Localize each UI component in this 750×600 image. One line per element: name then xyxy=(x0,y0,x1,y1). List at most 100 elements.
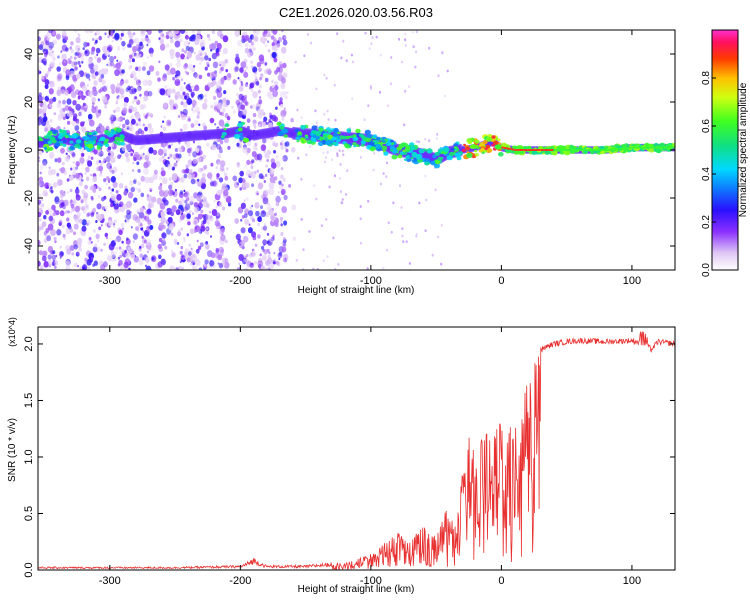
spectrogram-noise-mark xyxy=(215,247,219,253)
spectrogram-ridge-core xyxy=(524,149,528,151)
y-tick-label: 1.0 xyxy=(23,449,35,464)
spectrogram-noise-mark xyxy=(253,260,257,265)
spectrogram-noise-mark xyxy=(424,174,427,178)
spectrogram-noise-mark xyxy=(209,260,215,267)
spectrogram-noise-mark xyxy=(181,145,185,150)
spectrogram-noise-mark xyxy=(345,59,348,63)
spectrogram-noise-mark xyxy=(71,152,76,158)
spectrogram-noise-mark xyxy=(43,238,48,244)
spectrogram-noise-mark xyxy=(333,83,336,87)
spectrogram-noise-mark xyxy=(90,212,95,217)
spectrogram-noise-mark xyxy=(283,194,288,201)
spectrogram-noise-mark xyxy=(127,30,131,36)
spectrogram-noise-mark xyxy=(94,32,97,36)
spectrogram-noise-mark xyxy=(415,50,418,54)
spectrogram-noise-mark xyxy=(104,232,109,238)
spectrogram-noise-mark xyxy=(204,66,208,71)
spectrogram-noise-mark xyxy=(127,246,130,250)
spectrogram-noise-mark xyxy=(91,105,95,109)
spectrogram-ridge-mark xyxy=(405,155,410,159)
spectrogram-noise-mark xyxy=(160,170,166,177)
spectrogram-noise-mark xyxy=(213,199,216,203)
spectrogram-noise-mark xyxy=(175,70,181,77)
spectrogram-noise-mark xyxy=(220,160,226,168)
spectrogram-noise-mark xyxy=(220,66,225,72)
spectrogram-ridge-mark xyxy=(282,128,289,134)
spectrogram-noise-mark xyxy=(104,49,110,57)
spectrogram-noise-mark xyxy=(143,90,150,97)
spectrogram-noise-mark xyxy=(161,155,165,159)
spectrogram-ridge-core xyxy=(522,149,525,151)
spectrogram-ridge-core xyxy=(517,149,520,151)
spectrogram-noise-mark xyxy=(215,205,218,209)
x-tick-label: 100 xyxy=(623,575,641,587)
spectrogram-ridge-mark xyxy=(497,142,501,145)
spectrogram-noise-mark xyxy=(158,176,162,181)
spectrogram-noise-mark xyxy=(83,41,88,48)
spectrogram-noise-mark xyxy=(92,73,96,76)
spectrogram-noise-mark xyxy=(168,189,174,197)
spectrogram-noise-mark xyxy=(184,193,189,199)
spectrogram-noise-mark xyxy=(94,55,97,60)
colorbar-tick-label: 0.4 xyxy=(701,167,712,181)
spectrogram-noise-mark xyxy=(70,41,74,46)
spectrogram-noise-mark xyxy=(57,55,60,59)
spectrogram-noise-mark xyxy=(218,202,223,207)
spectrogram-noise-mark xyxy=(282,258,286,262)
spectrogram-noise-mark xyxy=(218,119,225,127)
spectrogram-noise-mark xyxy=(138,188,141,193)
spectrogram-noise-mark xyxy=(46,99,49,102)
spectrogram-noise-mark xyxy=(240,82,244,87)
spectrogram-noise-mark xyxy=(110,83,116,91)
spectrogram-noise-mark xyxy=(102,85,107,92)
spectrogram-ridge-mark xyxy=(53,131,57,134)
spectrogram-noise-mark xyxy=(187,152,192,157)
spectrogram-noise-mark xyxy=(158,60,161,64)
spectrogram-noise-mark xyxy=(79,121,85,127)
spectrogram-noise-mark xyxy=(446,69,449,73)
spectrogram-noise-mark xyxy=(151,256,155,261)
spectrogram-noise-mark xyxy=(408,85,411,89)
spectrogram-noise-mark xyxy=(97,98,100,102)
spectrogram-ridge-mark xyxy=(531,150,537,155)
spectrogram-noise-mark xyxy=(74,30,78,33)
spectrogram-noise-mark xyxy=(95,30,101,36)
spectrogram-ridge-mark xyxy=(497,138,501,142)
y-tick-label: 0.0 xyxy=(23,562,35,577)
spectrogram-noise-mark xyxy=(253,36,259,42)
spectrogram-noise-mark xyxy=(224,58,229,64)
spectrogram-noise-mark xyxy=(248,44,255,52)
spectrogram-noise-mark xyxy=(90,241,93,244)
spectrogram-noise-mark xyxy=(134,76,138,81)
spectrogram-noise-mark xyxy=(39,165,44,170)
spectrogram-noise-mark xyxy=(367,199,370,203)
spectrogram-noise-mark xyxy=(198,74,203,80)
spectrogram-noise-mark xyxy=(100,248,103,252)
spectrogram-ridge-mark xyxy=(300,137,305,142)
spectrogram-noise-mark xyxy=(153,169,158,175)
spectrogram-noise-mark xyxy=(121,78,124,82)
spectrogram-ridge-mark xyxy=(453,146,458,150)
spectrogram-noise-mark xyxy=(204,55,209,61)
spectrogram-noise-mark xyxy=(40,113,45,119)
spectrogram-noise-mark xyxy=(139,53,142,57)
spectrogram-noise-mark xyxy=(130,70,137,78)
spectrogram-noise-mark xyxy=(46,120,49,125)
spectrogram-noise-mark xyxy=(243,258,247,263)
spectrogram-noise-mark xyxy=(210,49,213,52)
spectrogram-ridge-core xyxy=(603,149,606,151)
spectrogram-ridge-mark xyxy=(237,122,244,128)
spectrogram-noise-mark xyxy=(359,241,362,245)
spectrogram-noise-mark xyxy=(213,101,218,107)
spectrogram-noise-mark xyxy=(38,69,41,75)
spectrogram-noise-mark xyxy=(106,162,112,170)
spectrogram-noise-mark xyxy=(266,158,270,163)
spectrogram-noise-mark xyxy=(91,197,94,201)
spectrogram-noise-mark xyxy=(189,210,192,214)
spectrogram-noise-mark xyxy=(164,153,167,157)
spectrogram-ridge-core xyxy=(650,146,653,149)
spectrogram-ridge-mark xyxy=(405,145,410,150)
spectrogram-noise-mark xyxy=(352,60,355,64)
spectrogram-noise-mark xyxy=(342,39,345,43)
spectrogram-noise-mark xyxy=(424,229,427,233)
